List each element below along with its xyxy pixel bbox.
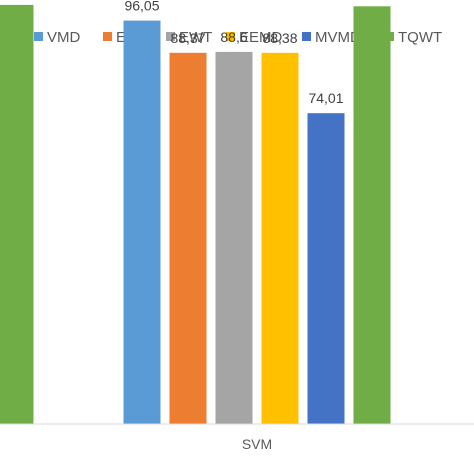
legend-label: EEMD: [239, 29, 283, 46]
legend-swatch: [226, 32, 235, 41]
bar-mvmd-svm: [307, 113, 345, 424]
legend-label: MVMD: [315, 29, 361, 46]
data-label-emd: 88,37: [170, 30, 205, 46]
bar-ewt-svm: [215, 51, 253, 425]
data-label-mvmd: 74,01: [308, 90, 343, 106]
bar-tqwt-group-0: [0, 4, 34, 425]
legend-item-eemd: EEMD: [226, 29, 283, 46]
data-label-vmd: 96,05: [124, 0, 159, 14]
legend-item-mvmd: MVMD: [302, 29, 361, 46]
legend-item-vmd: VMD: [34, 29, 81, 46]
legend-label: EWT: [179, 29, 212, 46]
legend-item-tqwt: TQWT: [385, 29, 442, 46]
bar-emd-svm: [169, 52, 207, 425]
data-label-ewt: 88,6: [220, 29, 247, 45]
legend-label: VMD: [47, 29, 81, 46]
bars: [0, 4, 391, 425]
bar-tqwt-svm: [353, 6, 391, 425]
bar-eemd-svm: [261, 52, 299, 425]
legend-swatch: [34, 32, 43, 41]
legend-item-ewt: EWT: [166, 29, 212, 46]
bar-vmd-svm: [123, 20, 161, 424]
legend-swatch: [103, 32, 112, 41]
legend-label: TQWT: [398, 29, 442, 46]
data-label-eemd: 88,38: [262, 30, 297, 46]
x-tick-label: SVM: [242, 436, 272, 452]
x-tick-labels: SVM: [242, 436, 272, 452]
legend-swatch: [166, 32, 175, 41]
legend-swatch: [302, 32, 311, 41]
